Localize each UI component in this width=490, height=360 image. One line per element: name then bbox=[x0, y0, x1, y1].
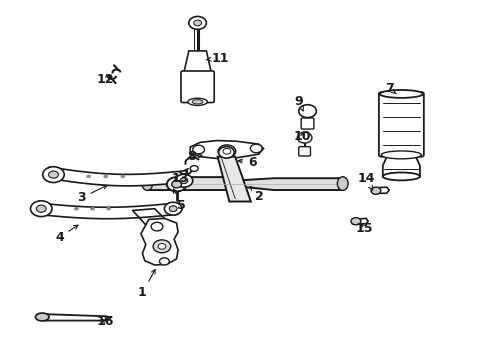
Ellipse shape bbox=[188, 98, 207, 105]
Ellipse shape bbox=[381, 151, 421, 159]
FancyBboxPatch shape bbox=[301, 118, 314, 129]
Circle shape bbox=[194, 20, 201, 26]
Text: 5: 5 bbox=[173, 189, 186, 212]
Text: 16: 16 bbox=[97, 315, 115, 328]
Polygon shape bbox=[37, 203, 176, 219]
FancyBboxPatch shape bbox=[379, 92, 424, 157]
Circle shape bbox=[169, 206, 177, 212]
Circle shape bbox=[250, 144, 262, 153]
Circle shape bbox=[87, 175, 91, 178]
Ellipse shape bbox=[380, 90, 423, 98]
Circle shape bbox=[189, 17, 206, 30]
Text: 14: 14 bbox=[357, 172, 375, 190]
Text: 7: 7 bbox=[385, 82, 396, 95]
Circle shape bbox=[30, 201, 52, 217]
Text: 10: 10 bbox=[294, 130, 312, 144]
Text: 3: 3 bbox=[77, 185, 107, 204]
Text: 12: 12 bbox=[97, 73, 115, 86]
Circle shape bbox=[351, 218, 361, 225]
Circle shape bbox=[219, 147, 234, 158]
Circle shape bbox=[158, 243, 166, 249]
Circle shape bbox=[121, 175, 125, 178]
Circle shape bbox=[180, 178, 188, 184]
Circle shape bbox=[190, 166, 198, 171]
Circle shape bbox=[91, 207, 95, 210]
Circle shape bbox=[151, 222, 163, 231]
Text: 15: 15 bbox=[356, 222, 373, 235]
Text: 9: 9 bbox=[294, 95, 303, 111]
Circle shape bbox=[43, 167, 64, 183]
Circle shape bbox=[297, 132, 312, 143]
Polygon shape bbox=[106, 316, 112, 320]
Ellipse shape bbox=[192, 100, 203, 104]
Polygon shape bbox=[383, 155, 420, 176]
Text: 2: 2 bbox=[250, 186, 264, 203]
Circle shape bbox=[74, 207, 78, 210]
Text: 8: 8 bbox=[187, 150, 202, 163]
FancyBboxPatch shape bbox=[299, 147, 311, 156]
FancyBboxPatch shape bbox=[181, 71, 214, 103]
Circle shape bbox=[104, 175, 108, 178]
Polygon shape bbox=[49, 167, 186, 186]
Circle shape bbox=[153, 240, 171, 253]
Ellipse shape bbox=[35, 313, 49, 321]
Circle shape bbox=[49, 171, 58, 178]
Circle shape bbox=[36, 205, 46, 212]
Polygon shape bbox=[141, 219, 178, 265]
Circle shape bbox=[164, 202, 182, 215]
Circle shape bbox=[107, 207, 111, 210]
Text: 4: 4 bbox=[55, 225, 78, 244]
Polygon shape bbox=[147, 177, 343, 190]
Circle shape bbox=[175, 174, 193, 187]
Circle shape bbox=[193, 145, 204, 154]
Polygon shape bbox=[218, 157, 251, 202]
Text: 13: 13 bbox=[172, 168, 189, 185]
Ellipse shape bbox=[142, 177, 153, 190]
Circle shape bbox=[371, 187, 381, 194]
Circle shape bbox=[167, 177, 186, 192]
Text: 1: 1 bbox=[138, 270, 155, 300]
Polygon shape bbox=[352, 219, 368, 224]
Circle shape bbox=[172, 181, 181, 188]
Circle shape bbox=[159, 258, 169, 265]
Polygon shape bbox=[373, 187, 389, 193]
Text: 11: 11 bbox=[206, 51, 229, 64]
Circle shape bbox=[299, 105, 317, 118]
Ellipse shape bbox=[337, 177, 348, 190]
Polygon shape bbox=[184, 51, 211, 72]
Polygon shape bbox=[190, 140, 264, 158]
Text: 6: 6 bbox=[238, 156, 257, 168]
Ellipse shape bbox=[383, 172, 420, 180]
Circle shape bbox=[223, 148, 231, 154]
Circle shape bbox=[218, 145, 236, 158]
Polygon shape bbox=[45, 314, 106, 320]
